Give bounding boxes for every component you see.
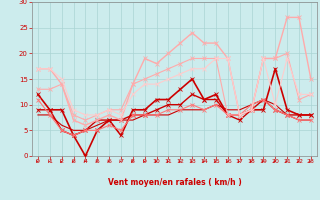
- X-axis label: Vent moyen/en rafales ( km/h ): Vent moyen/en rafales ( km/h ): [108, 178, 241, 187]
